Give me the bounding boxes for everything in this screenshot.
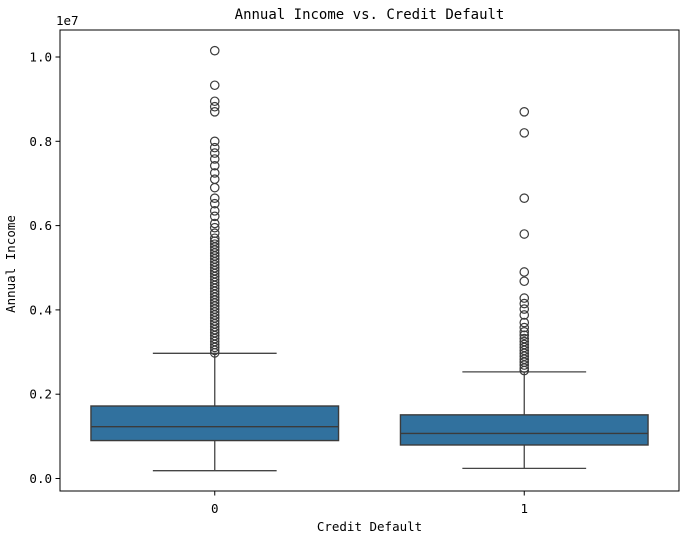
outlier-point [519,229,530,239]
outlier-point [519,106,530,117]
outlier-point [519,327,530,337]
outlier-point [209,198,220,209]
y-tick-label: 0.2 [29,387,52,402]
plot-border [59,29,680,492]
y-tick-label: 1.0 [29,50,52,65]
outlier-point [209,222,220,233]
outlier-point [209,160,220,171]
y-axis-offset-text: 1e7 [56,13,79,28]
y-axis-label: Annual Income [3,215,18,313]
outlier-point [209,80,220,91]
outlier-point [519,360,530,370]
chart-title: Annual Income vs. Credit Default [235,7,505,23]
outlier-point [519,363,530,373]
x-tick-label: 1 [520,501,528,516]
outlier-point [209,142,220,153]
outlier-point [519,330,530,340]
outlier-point [209,193,220,204]
outlier-point [209,168,220,178]
outlier-point [209,96,220,107]
outlier-point [209,136,220,147]
outlier-point [209,45,220,56]
outlier-point [519,193,530,204]
outlier-point [209,106,220,117]
outlier-point [209,182,220,193]
y-tick-label: 0.0 [29,471,52,486]
x-axis-label: Credit Default [317,519,422,534]
outlier-point [519,317,530,328]
outlier-point [209,345,220,356]
outlier-point [209,154,220,164]
outlier-point [209,148,220,158]
iqr-box [399,414,649,446]
outlier-point [519,293,530,303]
x-tick-label: 0 [211,501,219,516]
outlier-point [209,211,220,222]
box-group-0 [90,45,340,472]
y-tick-label: 0.6 [29,218,52,233]
iqr-box [90,405,340,442]
outlier-point [209,342,220,353]
outlier-point [519,304,530,314]
outlier-point [209,218,220,229]
outlier-point [519,267,530,277]
outlier-point [519,322,530,333]
y-tick-label: 0.4 [29,302,52,317]
outlier-point [209,206,220,216]
outlier-point [519,310,530,320]
outlier-point [519,128,530,138]
outlier-point [519,365,530,376]
outlier-point [209,348,220,358]
box-group-1 [399,106,649,470]
outlier-point [519,276,530,287]
outlier-point [519,298,530,309]
y-tick-label: 0.8 [29,134,52,149]
outlier-point [209,101,220,112]
